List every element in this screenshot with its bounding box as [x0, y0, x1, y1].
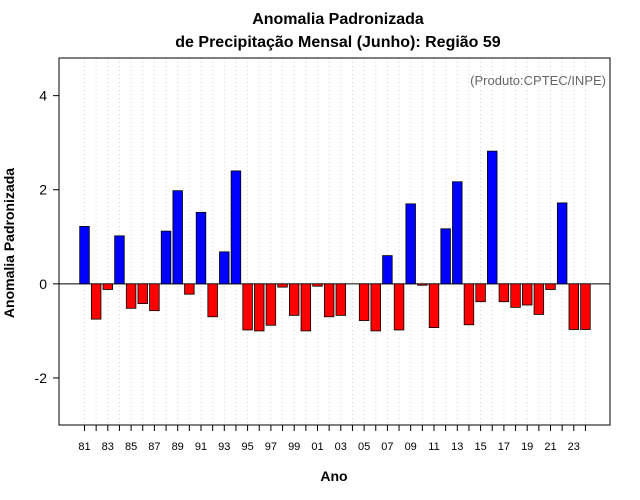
bar-82 — [90, 283, 102, 320]
bar-90 — [184, 283, 195, 295]
bar-92 — [207, 283, 218, 318]
x-tick-label: 05 — [358, 441, 370, 453]
bar-21 — [545, 283, 556, 290]
bar-85 — [125, 283, 137, 309]
x-tick-label: 93 — [218, 441, 230, 453]
product-annotation: (Produto:CPTEC/INPE) — [470, 73, 606, 88]
x-tick-label: 91 — [195, 441, 207, 453]
bar-01 — [312, 283, 323, 287]
bar-95 — [242, 283, 253, 331]
bar-22 — [556, 202, 568, 285]
bar-96 — [254, 283, 265, 332]
bar-98 — [277, 283, 288, 288]
bar-88 — [160, 230, 172, 285]
bar-20 — [533, 283, 545, 315]
bar-00 — [300, 283, 312, 332]
x-tick-label: 81 — [78, 441, 90, 453]
bar-19 — [522, 283, 533, 306]
bar-99 — [288, 283, 300, 316]
bar-07 — [382, 255, 393, 285]
bar-97 — [265, 283, 277, 326]
x-tick-label: 95 — [241, 441, 253, 453]
x-tick-label: 15 — [474, 441, 486, 453]
x-axis-label: Ano — [320, 468, 347, 484]
x-tick-label: 03 — [335, 441, 347, 453]
x-tick-label: 19 — [521, 441, 533, 453]
plot-frame — [58, 57, 611, 426]
y-axis: -2 0 2 4 — [35, 88, 59, 386]
y-tick-label: -2 — [35, 370, 48, 386]
bar-24 — [580, 283, 591, 330]
y-tick-label: 4 — [39, 88, 47, 104]
bar-12 — [440, 228, 451, 285]
bar-91 — [195, 211, 207, 285]
vertical-grid — [84, 58, 586, 425]
bar-10 — [417, 283, 428, 286]
chart-title: Anomalia Padronizada — [252, 11, 424, 28]
x-tick-label: 87 — [148, 441, 160, 453]
x-tick-label: 99 — [288, 441, 300, 453]
bar-03 — [335, 283, 347, 316]
bar-09 — [405, 203, 416, 285]
x-tick-label: 97 — [265, 441, 277, 453]
x-tick-label: 11 — [428, 441, 439, 453]
bar-05 — [358, 283, 370, 321]
bar-83 — [102, 283, 114, 290]
bar-84 — [114, 235, 125, 285]
y-axis-label: Anomalia Padronizada — [1, 168, 17, 318]
bar-13 — [452, 181, 463, 285]
x-tick-label: 85 — [125, 441, 137, 453]
bar-93 — [219, 251, 230, 285]
x-tick-label: 13 — [451, 441, 463, 453]
bar-23 — [568, 283, 580, 330]
bar-81 — [79, 226, 90, 285]
bar-14 — [463, 283, 475, 326]
x-tick-label: 89 — [172, 441, 184, 453]
x-tick-label: 07 — [381, 441, 393, 453]
bar-15 — [475, 283, 486, 303]
bar-02 — [323, 283, 335, 318]
bar-06 — [370, 283, 381, 332]
bar-87 — [149, 283, 160, 312]
bar-17 — [498, 283, 510, 303]
y-tick-label: 0 — [39, 276, 47, 292]
bar-86 — [137, 283, 148, 305]
bar-16 — [487, 150, 498, 285]
bar-08 — [393, 283, 405, 331]
x-tick-label: 17 — [498, 441, 510, 453]
chart-subtitle: de Precipitação Mensal (Junho): Região 5… — [175, 34, 501, 51]
bars — [79, 150, 591, 332]
bar-94 — [230, 170, 242, 285]
x-tick-label: 01 — [311, 441, 323, 453]
x-axis: 81 83 85 87 89 91 93 95 97 99 01 03 05 07 09 11 13 15 17 19… — [78, 425, 586, 453]
bar-89 — [172, 190, 183, 285]
bar-18 — [510, 283, 521, 308]
x-tick-label: 09 — [405, 441, 417, 453]
x-tick-label: 23 — [568, 441, 580, 453]
y-tick-label: 2 — [39, 182, 47, 198]
bar-11 — [428, 283, 440, 329]
x-tick-label: 83 — [102, 441, 114, 453]
x-tick-label: 21 — [544, 441, 556, 453]
